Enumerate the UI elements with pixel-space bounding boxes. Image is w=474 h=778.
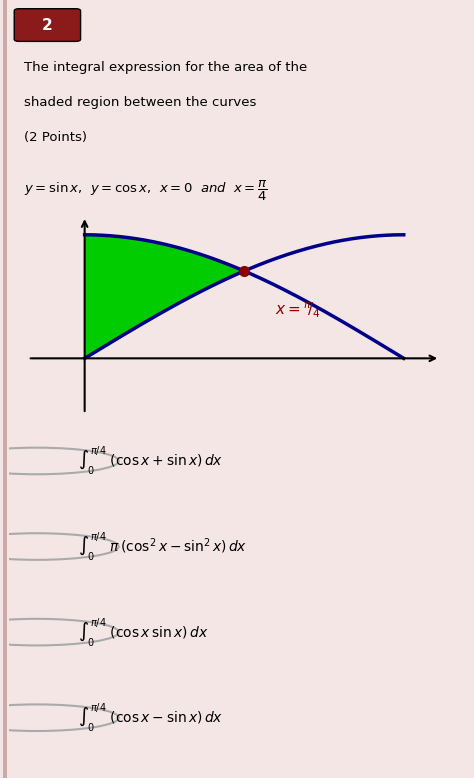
Text: $\int_0^{\pi/4}$ $(\cos x + \sin x)\, dx$: $\int_0^{\pi/4}$ $(\cos x + \sin x)\, dx… xyxy=(78,444,223,478)
Text: $x = {}^{\pi}\!/_{4}$: $x = {}^{\pi}\!/_{4}$ xyxy=(274,300,321,320)
Text: $\int_0^{\pi/4}$ $(\cos x - \sin x)\, dx$: $\int_0^{\pi/4}$ $(\cos x - \sin x)\, dx… xyxy=(78,701,223,734)
Text: $\int_0^{\pi/4}$ $\pi\, (\cos^2 x - \sin^2 x)\, dx$: $\int_0^{\pi/4}$ $\pi\, (\cos^2 x - \sin… xyxy=(78,530,247,563)
Text: (2 Points): (2 Points) xyxy=(24,131,87,144)
FancyBboxPatch shape xyxy=(14,9,81,41)
Text: The integral expression for the area of the: The integral expression for the area of … xyxy=(24,61,307,74)
Text: $\int_0^{\pi/4}$ $(\cos x\, \sin x)\, dx$: $\int_0^{\pi/4}$ $(\cos x\, \sin x)\, dx… xyxy=(78,615,208,649)
Text: 2: 2 xyxy=(42,18,53,33)
Bar xyxy=(3,0,7,778)
Text: shaded region between the curves: shaded region between the curves xyxy=(24,96,256,109)
Text: $y = \sin x$,  $y = \cos x$,  $x = 0$  $and$  $x = \dfrac{\pi}{4}$: $y = \sin x$, $y = \cos x$, $x = 0$ $and… xyxy=(24,179,268,203)
